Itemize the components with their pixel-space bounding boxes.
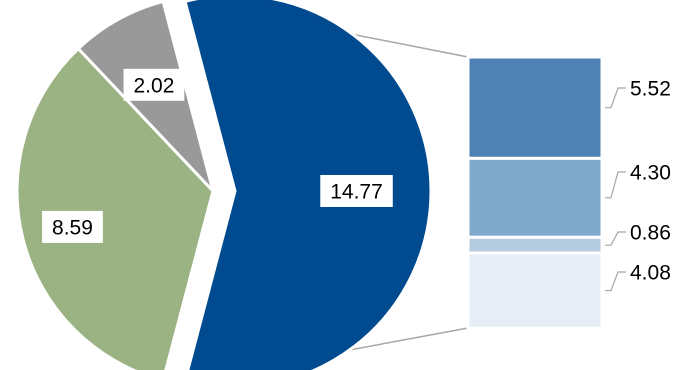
bar-segment: [466, 251, 604, 330]
pie-slice: [183, 0, 433, 370]
leader-line: [605, 87, 626, 109]
leader-line: [605, 271, 626, 292]
bar-data-label: 4.30: [630, 162, 671, 185]
pie-slice: [15, 46, 215, 370]
bar-segment: [466, 235, 604, 255]
pie-data-label: 14.77: [320, 175, 393, 207]
svg-text:8.59: 8.59: [52, 216, 93, 239]
bar-data-label: 0.86: [630, 222, 671, 245]
bar-segment: [466, 55, 604, 160]
pie-data-label: 8.59: [42, 210, 103, 243]
bar-segment: [466, 156, 604, 239]
pie-data-label: 2.02: [123, 68, 185, 101]
leader-line: [605, 231, 626, 246]
leader-line: [605, 171, 626, 199]
svg-text:14.77: 14.77: [330, 181, 383, 204]
bar-data-label: 5.52: [630, 78, 671, 101]
bar-data-label: 4.08: [630, 262, 671, 285]
svg-text:2.02: 2.02: [134, 74, 175, 97]
